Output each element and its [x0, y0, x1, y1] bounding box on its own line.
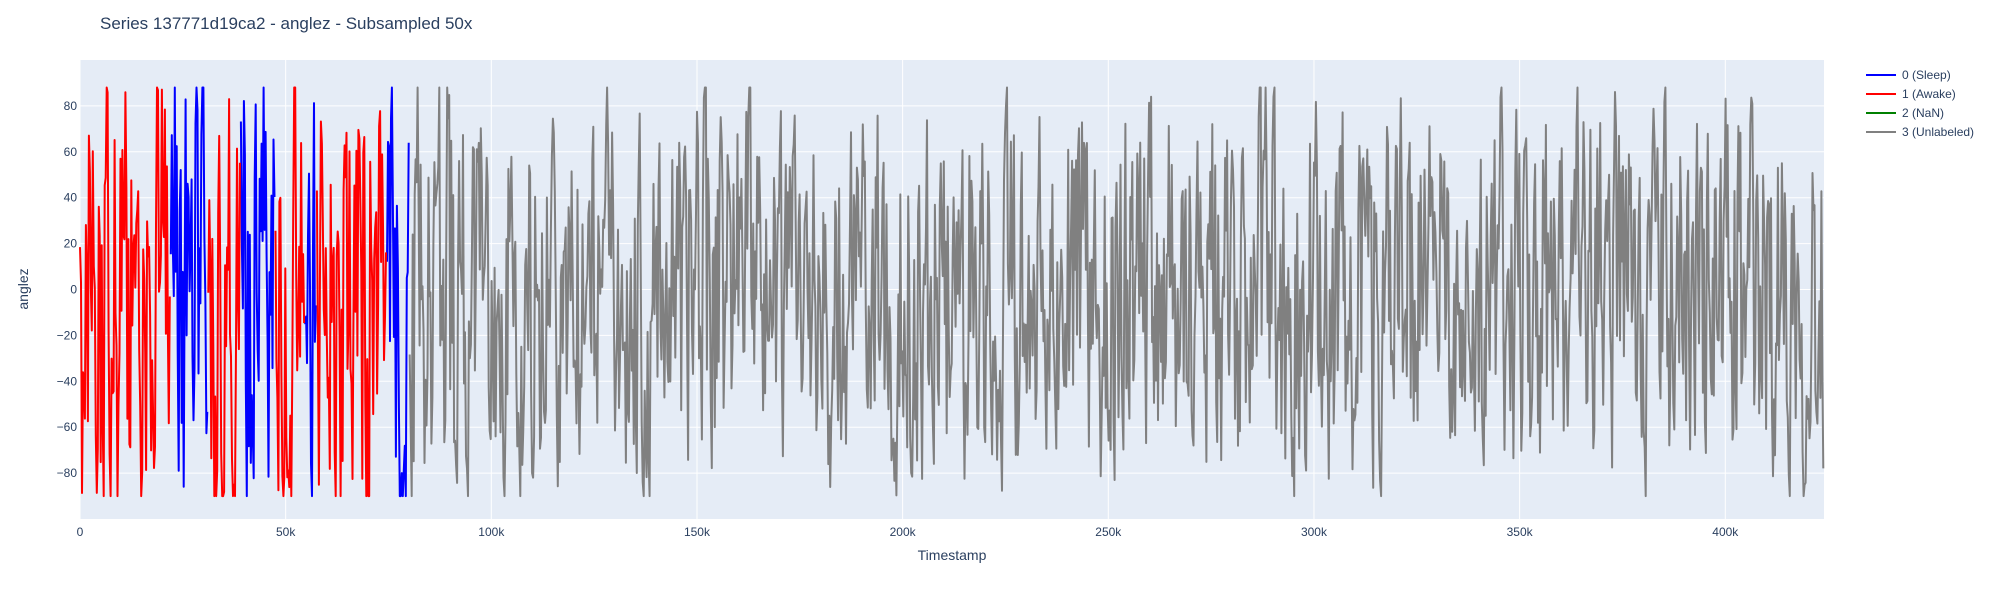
- x-tick-label: 400k: [1712, 525, 1739, 539]
- y-axis-ticks: −80 −60 −40 −20 0 20 40 60 80: [57, 99, 78, 480]
- series-line-3: [408, 86, 1825, 498]
- x-tick-label: 200k: [890, 525, 917, 539]
- legend-label: 2 (NaN): [1902, 106, 1944, 120]
- x-tick-label: 100k: [478, 525, 505, 539]
- y-tick-label: 80: [64, 99, 78, 113]
- series-line-0: [304, 102, 317, 498]
- legend-item[interactable]: 1 (Awake): [1866, 87, 1956, 101]
- x-axis-title: Timestamp: [918, 547, 987, 563]
- series-line-1: [207, 98, 241, 498]
- y-tick-label: 0: [70, 283, 77, 297]
- x-tick-label: 250k: [1095, 525, 1122, 539]
- y-tick-label: 20: [64, 237, 78, 251]
- y-tick-label: −20: [57, 328, 78, 342]
- y-tick-label: −60: [57, 420, 78, 434]
- series-line-0: [239, 86, 276, 498]
- legend[interactable]: 0 (Sleep) 1 (Awake) 2 (NaN) 3 (Unlabeled): [1866, 68, 1974, 139]
- y-tick-label: −40: [57, 374, 78, 388]
- legend-item[interactable]: 2 (NaN): [1866, 106, 1944, 120]
- legend-item[interactable]: 0 (Sleep): [1866, 68, 1951, 82]
- legend-label: 1 (Awake): [1902, 87, 1956, 101]
- x-tick-label: 50k: [276, 525, 296, 539]
- y-axis-title: anglez: [15, 268, 31, 309]
- series-line-0: [386, 86, 410, 498]
- series-line-1: [315, 110, 387, 498]
- y-tick-label: 60: [64, 145, 78, 159]
- x-tick-label: 0: [77, 525, 84, 539]
- legend-item[interactable]: 3 (Unlabeled): [1866, 125, 1974, 139]
- legend-label: 3 (Unlabeled): [1902, 125, 1974, 139]
- series-traces: [79, 86, 1825, 498]
- x-tick-label: 350k: [1507, 525, 1534, 539]
- y-tick-label: −80: [57, 466, 78, 480]
- x-tick-label: 150k: [684, 525, 711, 539]
- x-axis-ticks: 0 50k 100k 150k 200k 250k 300k 350k 400k: [77, 525, 1740, 539]
- legend-label: 0 (Sleep): [1902, 68, 1951, 82]
- chart-title: Series 137771d19ca2 - anglez - Subsample…: [100, 14, 473, 33]
- series-line-0: [169, 86, 209, 488]
- x-tick-label: 300k: [1301, 525, 1328, 539]
- series-line-1: [274, 86, 306, 498]
- series-line-1: [79, 86, 171, 498]
- y-tick-label: 40: [64, 191, 78, 205]
